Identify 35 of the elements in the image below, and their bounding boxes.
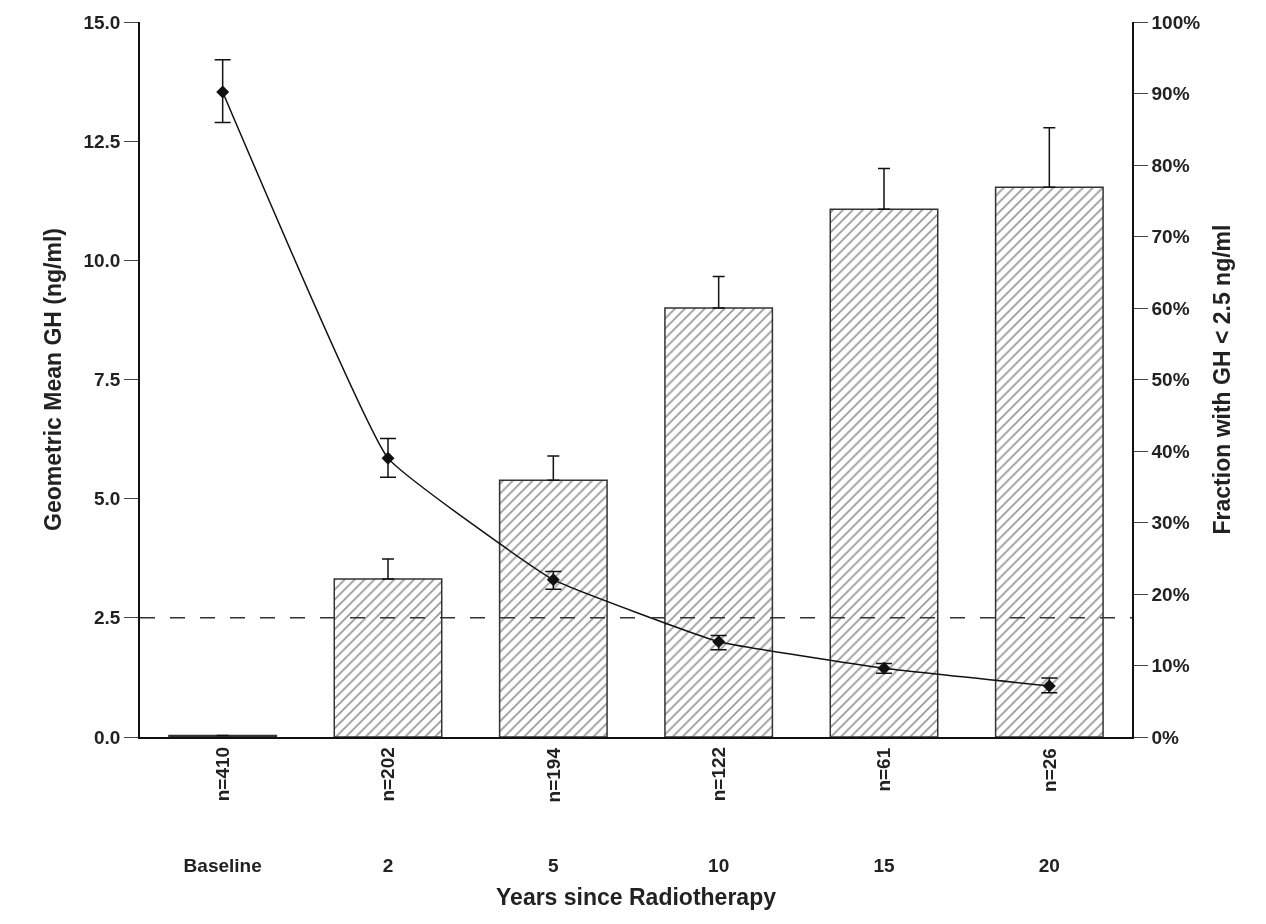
y2-tick-label: 20% (1151, 583, 1190, 605)
text: n=194 (543, 747, 565, 803)
text: n=410 (212, 746, 234, 802)
y2-tick-label: 30% (1151, 512, 1190, 534)
y2-axis-title: Fraction with GH < 2.5 ng/ml (1209, 224, 1236, 535)
y-tick-label: 10.0 (83, 249, 121, 271)
y2-tick-label: 50% (1151, 369, 1190, 391)
x-tick-label: Baseline (183, 854, 262, 876)
text: n=26 (1038, 748, 1060, 792)
y2-tick-label: 60% (1151, 297, 1190, 319)
x-tick-label: 20 (1038, 854, 1060, 876)
x-tick-label: 15 (873, 854, 895, 876)
x-tick-label: 10 (708, 854, 730, 876)
y2-tick-label: 70% (1151, 226, 1190, 248)
y-tick-label: 15.0 (83, 11, 121, 33)
y-axis-title: Geometric Mean GH (ng/ml) (40, 228, 67, 531)
y-tick-label: 5.0 (94, 488, 121, 510)
x-axis-title: Years since Radiotherapy (496, 883, 777, 910)
point (381, 451, 395, 465)
text: n=61 (873, 747, 895, 792)
y2-tick-label: 40% (1151, 440, 1190, 462)
x-tick-label: 5 (548, 854, 560, 876)
y2-tick-label: 0% (1151, 726, 1180, 748)
point (216, 85, 230, 99)
y2-tick-label: 100% (1151, 11, 1201, 33)
y-tick-label: 0.0 (94, 726, 121, 748)
text: n=202 (377, 747, 399, 802)
y-tick-label: 2.5 (94, 607, 121, 629)
y2-tick-label: 10% (1151, 655, 1190, 677)
text: n=122 (708, 746, 730, 802)
y-tick-label: 7.5 (94, 369, 121, 391)
x-tick-label: 2 (382, 854, 394, 876)
y2-tick-label: 90% (1151, 83, 1190, 105)
y2-tick-label: 80% (1151, 154, 1190, 176)
y-tick-label: 12.5 (83, 130, 121, 152)
